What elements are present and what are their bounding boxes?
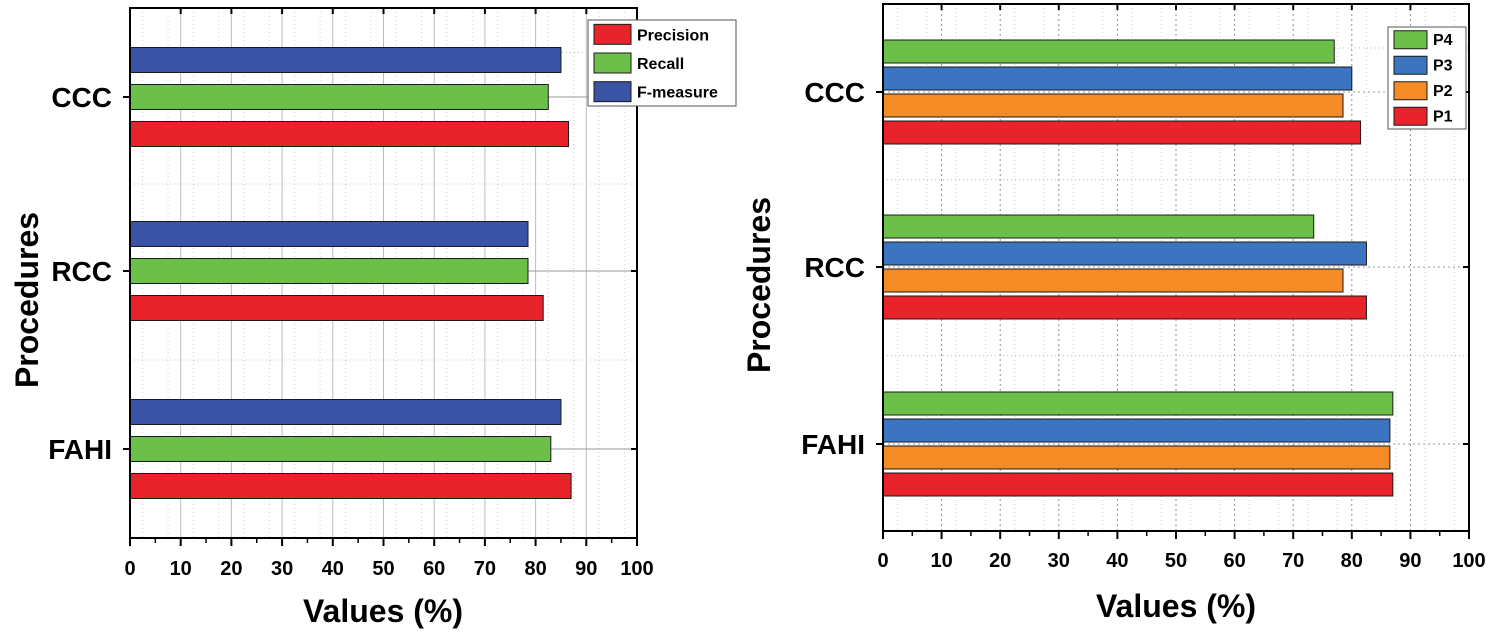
- x-tick-label: 60: [1223, 550, 1245, 572]
- bar-p2-fahi: [882, 445, 1391, 470]
- chart-panel-2: 0 10 20 30 40 50 60 70 80 90 100 CCC RCC FAHI Values (…: [741, 3, 1486, 624]
- y-axis-title: Procedures: [9, 212, 45, 388]
- legend-swatch-p4: [1393, 30, 1428, 50]
- bar-p3-fahi: [882, 418, 1391, 443]
- bar-recall-rcc: [129, 258, 529, 284]
- bar-p1-rcc: [882, 295, 1367, 320]
- bar-precision-fahi: [129, 473, 572, 499]
- category-label-ccc: CCC: [51, 82, 112, 113]
- x-tick-label: 90: [1399, 550, 1421, 572]
- x-tick-label: 90: [575, 558, 597, 580]
- bar-p2-rcc: [882, 268, 1344, 293]
- bar-recall-fahi: [129, 436, 552, 462]
- legend-swatch-p1: [1393, 106, 1428, 126]
- legend-swatch-precision: [593, 23, 632, 45]
- category-label-fahi: FAHI: [48, 434, 112, 465]
- x-tick-label: 80: [1341, 550, 1363, 572]
- x-tick-label: 30: [271, 558, 293, 580]
- x-axis-title: Values (%): [303, 593, 463, 629]
- x-tick-label: 50: [372, 558, 394, 580]
- bar-p4-ccc: [882, 39, 1335, 64]
- x-tick-label: 0: [877, 550, 888, 572]
- x-tick-label: 50: [1165, 550, 1187, 572]
- x-tick-label: 30: [1048, 550, 1070, 572]
- legend-label-p4: P4: [1433, 32, 1453, 49]
- legend: P4 P3 P2 P1: [1387, 26, 1467, 130]
- category-label-rcc: RCC: [51, 256, 112, 287]
- x-tick-label: 70: [1282, 550, 1304, 572]
- bar-p4-rcc: [882, 214, 1315, 239]
- legend-label-f-measure: F-measure: [637, 85, 718, 102]
- x-tick-label: 40: [1106, 550, 1128, 572]
- bar-p2-ccc: [882, 93, 1344, 118]
- chart-panel-1: 0 10 20 30 40 50 60 70 80 90 100 CCC RCC FAHI Values (…: [9, 7, 737, 629]
- x-axis-title: Values (%): [1096, 588, 1256, 624]
- legend-label-p3: P3: [1433, 57, 1453, 74]
- x-tick-label: 60: [423, 558, 445, 580]
- legend-swatch-p2: [1393, 81, 1428, 101]
- legend-label-p2: P2: [1433, 83, 1453, 100]
- x-tick-label: 100: [1452, 550, 1485, 572]
- bar-p4-fahi: [882, 391, 1394, 416]
- category-label-rcc: RCC: [804, 252, 865, 283]
- x-tick-label: 20: [220, 558, 242, 580]
- bar-p1-ccc: [882, 120, 1362, 145]
- bar-p1-fahi: [882, 472, 1394, 497]
- legend-label-recall: Recall: [637, 56, 684, 73]
- bar-p3-ccc: [882, 66, 1353, 91]
- x-tick-label: 10: [930, 550, 952, 572]
- category-label-fahi: FAHI: [801, 429, 865, 460]
- x-tick-label: 20: [989, 550, 1011, 572]
- bar-f-measure-ccc: [129, 47, 562, 73]
- bar-precision-ccc: [129, 121, 570, 147]
- x-tick-label: 70: [474, 558, 496, 580]
- bar-f-measure-rcc: [129, 221, 529, 247]
- legend-swatch-f-measure: [593, 81, 632, 103]
- x-tick-label: 80: [524, 558, 546, 580]
- x-tick-label: 10: [170, 558, 192, 580]
- legend-swatch-recall: [593, 52, 632, 74]
- legend-swatch-p3: [1393, 55, 1428, 75]
- legend-label-p1: P1: [1433, 108, 1453, 125]
- x-tick-label: 100: [620, 558, 653, 580]
- bar-f-measure-fahi: [129, 399, 562, 425]
- bar-precision-rcc: [129, 295, 544, 321]
- legend-label-precision: Precision: [637, 27, 709, 44]
- category-label-ccc: CCC: [804, 77, 865, 108]
- x-tick-label: 40: [322, 558, 344, 580]
- legend: Precision Recall F-measure: [587, 19, 737, 107]
- bar-recall-ccc: [129, 84, 549, 110]
- y-axis-title: Procedures: [741, 197, 777, 373]
- bar-p3-rcc: [882, 241, 1367, 266]
- x-tick-label: 0: [124, 558, 135, 580]
